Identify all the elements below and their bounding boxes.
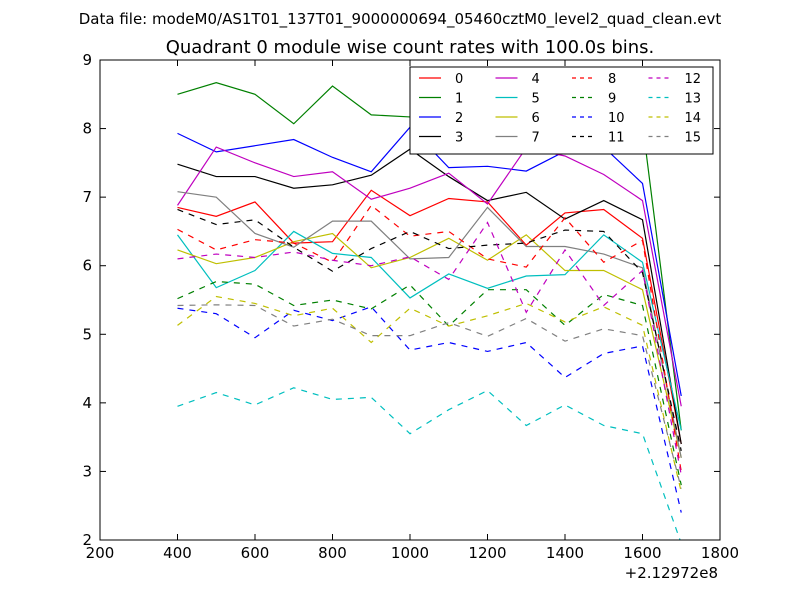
legend-label-15: 15 bbox=[685, 131, 702, 146]
series-line-5 bbox=[177, 230, 682, 431]
x-axis-offset-label: +2.12972e8 bbox=[625, 564, 718, 582]
legend-label-9: 9 bbox=[608, 92, 616, 107]
series-line-13 bbox=[177, 387, 681, 540]
data-file-label: Data file: modeM0/AS1T01_137T01_90000006… bbox=[79, 10, 722, 29]
series-line-6 bbox=[177, 232, 682, 458]
y-tick-label: 8 bbox=[82, 120, 92, 138]
legend-label-4: 4 bbox=[532, 72, 540, 87]
x-tick-label: 200 bbox=[86, 544, 115, 562]
legend-label-7: 7 bbox=[532, 131, 540, 146]
y-tick-label: 7 bbox=[82, 188, 92, 206]
x-tick-label: 600 bbox=[241, 544, 270, 562]
series-line-8 bbox=[177, 204, 682, 472]
x-tick-label: 800 bbox=[318, 544, 347, 562]
legend-label-6: 6 bbox=[532, 111, 540, 126]
y-tick-label: 9 bbox=[82, 51, 92, 69]
legend-label-12: 12 bbox=[685, 72, 702, 87]
series-line-3 bbox=[177, 148, 682, 445]
series-line-11 bbox=[177, 208, 682, 451]
series-line-10 bbox=[177, 306, 682, 513]
legend-label-10: 10 bbox=[608, 111, 625, 126]
y-tick-label: 4 bbox=[82, 394, 92, 412]
series-line-15 bbox=[177, 304, 682, 489]
legend-label-11: 11 bbox=[608, 131, 625, 146]
series-line-7 bbox=[177, 191, 682, 458]
series-line-12 bbox=[177, 221, 682, 475]
y-tick-label: 3 bbox=[82, 462, 92, 480]
x-tick-label: 1600 bbox=[623, 544, 661, 562]
series-line-9 bbox=[177, 280, 682, 486]
legend-box bbox=[409, 66, 714, 155]
legend-label-8: 8 bbox=[608, 72, 616, 87]
x-tick-label: 400 bbox=[163, 544, 192, 562]
legend-label-3: 3 bbox=[455, 131, 463, 146]
legend-label-0: 0 bbox=[455, 72, 463, 87]
legend-label-13: 13 bbox=[685, 92, 702, 107]
chart-title: Quadrant 0 module wise count rates with … bbox=[166, 37, 655, 58]
y-tick-label: 5 bbox=[82, 325, 92, 343]
y-tick-label: 6 bbox=[82, 257, 92, 275]
series-line-4 bbox=[177, 146, 682, 407]
y-tick-label: 2 bbox=[82, 531, 92, 549]
legend-label-2: 2 bbox=[455, 111, 463, 126]
series-line-14 bbox=[177, 295, 682, 493]
legend-label-14: 14 bbox=[685, 111, 702, 126]
series-layer bbox=[177, 82, 682, 540]
series-line-0 bbox=[177, 189, 682, 445]
legend-label-1: 1 bbox=[455, 92, 463, 107]
series-line-2 bbox=[177, 126, 682, 397]
x-tick-label: 1800 bbox=[701, 544, 739, 562]
legend-label-5: 5 bbox=[532, 92, 540, 107]
x-tick-label: 1000 bbox=[391, 544, 429, 562]
x-tick-label: 1400 bbox=[546, 544, 584, 562]
axis-ticks: 200 400 600 800 1000 1200 1400 1600 1800 2 3 4 5 6 7 8 9 bbox=[82, 51, 739, 562]
x-tick-label: 1200 bbox=[468, 544, 506, 562]
